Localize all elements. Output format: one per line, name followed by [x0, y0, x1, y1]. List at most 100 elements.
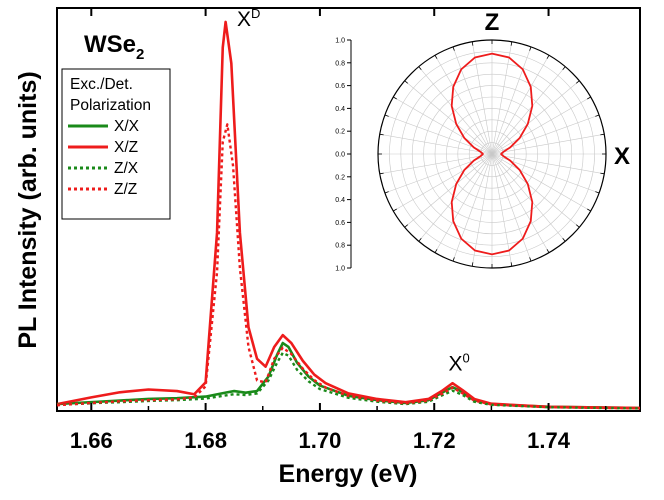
x-tick-label: 1.74	[527, 428, 571, 453]
polar-edge-tick	[404, 224, 408, 228]
polar-grid	[377, 39, 607, 269]
legend: Exc./Det. Polarization X/X X/Z Z/X Z/Z	[61, 68, 171, 220]
legend-label: X/X	[114, 118, 140, 135]
polar-grid-spoke	[404, 80, 493, 155]
x-axis-ticks: 1.66 1.68 1.70 1.72 1.74	[70, 8, 571, 453]
legend-label: Z/X	[114, 160, 139, 177]
polar-grid-spoke	[379, 133, 493, 155]
polar-scale-label: 0.0	[335, 152, 345, 159]
legend-title-line-2: Polarization	[70, 97, 151, 114]
polar-edge-tick	[452, 257, 455, 262]
polar-edge-tick	[600, 133, 605, 136]
polar-scale-label: 0.6	[335, 220, 345, 227]
series-line-x-z	[56, 20, 641, 410]
polar-grid-spoke	[379, 153, 493, 175]
polar-edge-tick	[562, 238, 566, 242]
polar-grid-spoke	[434, 55, 493, 155]
series-line-z-z	[56, 123, 641, 410]
polar-grid-spoke	[404, 153, 493, 228]
polar-grid-spoke	[491, 153, 591, 212]
spectra-series-layer	[56, 20, 641, 410]
peak-label-sup: D	[251, 6, 260, 21]
sample-label-subscript: 2	[136, 46, 144, 63]
polar-radial-scale: 1.0 0.8 0.6 0.4 0.2 0.0 0.2 0.4 0.6 0.8 1.0	[335, 38, 352, 273]
polar-grid-spoke	[491, 55, 550, 155]
polar-grid-spoke	[452, 46, 493, 155]
polar-scale-label: 0.6	[335, 83, 345, 90]
polar-grid-spoke	[393, 96, 493, 155]
polar-axis-label-x: X	[614, 143, 630, 170]
polar-edge-tick	[393, 96, 397, 100]
polar-edge-tick	[379, 172, 384, 175]
peak-label-x0: X0	[449, 351, 470, 376]
legend-title-line-1: Exc./Det.	[70, 76, 133, 93]
polar-edge-tick	[418, 238, 422, 242]
polar-axis-label-z: Z	[485, 9, 500, 36]
polar-edge-tick	[404, 80, 408, 84]
plot-frame	[56, 7, 641, 412]
polar-edge-tick	[384, 114, 389, 117]
polar-edge-tick	[562, 66, 566, 70]
polar-grid-spoke	[491, 153, 513, 267]
peak-label-base: X	[449, 353, 463, 376]
polar-edge-tick	[546, 55, 550, 59]
polar-grid-spoke	[491, 153, 532, 262]
polar-grid-spoke	[491, 46, 532, 155]
polar-grid-spoke	[434, 153, 493, 253]
polar-scale-label: 0.8	[335, 60, 345, 67]
polar-edge-tick	[587, 208, 591, 212]
polar-scale-label: 1.0	[335, 266, 345, 273]
series-line-z-x	[56, 351, 641, 410]
y-axis-title: PL Intensity (arb. units)	[14, 71, 42, 348]
polar-grid-spoke	[491, 133, 605, 155]
polar-grid-spoke	[491, 96, 591, 155]
polar-grid-spoke	[471, 153, 493, 267]
polar-curve	[450, 52, 534, 256]
legend-entries: X/X X/Z Z/X Z/Z	[68, 118, 140, 198]
polar-scale-label: 0.8	[335, 243, 345, 250]
polar-edge-tick	[452, 46, 455, 51]
x-axis-minor-ticks	[147, 406, 607, 411]
polar-scale-label: 0.4	[335, 197, 345, 204]
polar-scale-label: 0.4	[335, 106, 345, 113]
peak-label-sup: 0	[463, 351, 470, 366]
x-tick-label: 1.66	[70, 428, 113, 453]
x-tick-label: 1.70	[299, 428, 342, 453]
polar-edge-tick	[529, 46, 532, 51]
polar-scale-label: 1.0	[335, 38, 345, 45]
polar-edge-tick	[393, 208, 397, 212]
polar-grid-spoke	[418, 153, 493, 242]
polar-outer-ring	[377, 39, 607, 269]
polar-edge-tick	[510, 41, 513, 46]
polar-grid-spoke	[452, 153, 493, 262]
polar-edge-tick	[529, 257, 532, 262]
polar-grid-spoke	[491, 153, 550, 253]
legend-box	[61, 68, 171, 220]
polar-grid-spoke	[491, 80, 580, 155]
polar-edge-tick	[510, 262, 513, 267]
polar-edge-tick	[546, 249, 550, 253]
polar-edge-tick	[587, 96, 591, 100]
peak-label-base: X	[237, 8, 251, 31]
polar-scale-label: 0.2	[335, 174, 345, 181]
polar-edge-tick	[418, 66, 422, 70]
polar-edge-tick	[576, 224, 580, 228]
polar-grid-spoke	[491, 153, 566, 242]
polar-grid-spoke	[393, 153, 493, 212]
legend-label: Z/Z	[114, 181, 137, 198]
polar-grid-spoke	[491, 41, 513, 155]
polar-edge-tick	[384, 191, 389, 194]
polar-edge-tick	[600, 172, 605, 175]
sample-label: WSe2	[84, 31, 144, 63]
polar-edge-tick	[471, 41, 474, 46]
polar-grid-spoke	[491, 153, 580, 228]
x-tick-label: 1.72	[413, 428, 456, 453]
polar-edge-tick	[434, 55, 438, 59]
peak-label-xd: XD	[237, 6, 260, 31]
x-tick-label: 1.68	[184, 428, 227, 453]
polar-edge-tick	[471, 262, 474, 267]
polar-grid-spoke	[491, 153, 605, 175]
polar-scale-label: 0.2	[335, 129, 345, 136]
